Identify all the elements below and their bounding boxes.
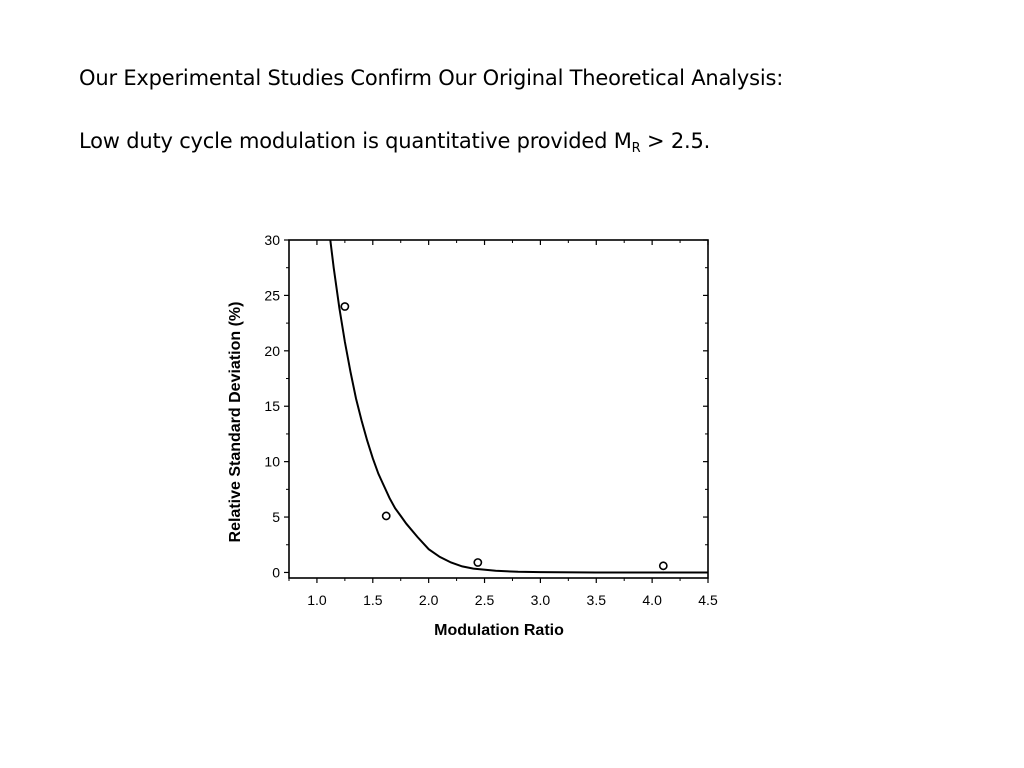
x-tick-label: 3.0 — [531, 592, 551, 608]
y-tick-label: 10 — [264, 454, 280, 470]
y-axis-ticks: 0 5 10 15 20 25 30 — [264, 232, 708, 580]
fit-curve — [329, 239, 708, 574]
y-tick-label: 5 — [272, 509, 280, 525]
y-tick-label: 15 — [264, 398, 280, 414]
plot-frame — [288, 239, 709, 579]
x-tick-label: 2.0 — [419, 592, 439, 608]
x-tick-label: 1.5 — [363, 592, 383, 608]
statement-prefix: Low duty cycle modulation is quantitativ… — [79, 129, 632, 153]
x-tick-label: 1.0 — [307, 592, 327, 608]
y-tick-label: 20 — [264, 343, 280, 359]
x-tick-label: 3.5 — [587, 592, 607, 608]
data-point — [340, 302, 350, 311]
data-point — [381, 511, 391, 521]
slide-heading: Our Experimental Studies Confirm Our Ori… — [79, 66, 784, 90]
data-points — [340, 302, 668, 571]
y-axis-title: Relative Standard Deviation (%) — [227, 302, 244, 543]
y-tick-label: 0 — [272, 564, 280, 580]
x-tick-label: 4.5 — [698, 592, 718, 608]
slide-statement: Low duty cycle modulation is quantitativ… — [79, 129, 711, 156]
x-axis-title: Modulation Ratio — [434, 622, 564, 639]
x-axis-ticks: 1.0 1.5 2.0 2.5 3.0 3.5 4.0 4.5 — [288, 240, 718, 608]
statement-suffix: > 2.5. — [640, 129, 711, 153]
statement-subscript: R — [631, 141, 641, 156]
x-tick-label: 4.0 — [642, 592, 662, 608]
y-tick-label: 25 — [264, 287, 280, 303]
data-point — [473, 558, 483, 567]
y-tick-label: 30 — [264, 232, 280, 248]
x-tick-label: 2.5 — [475, 592, 495, 608]
data-point — [658, 561, 668, 571]
